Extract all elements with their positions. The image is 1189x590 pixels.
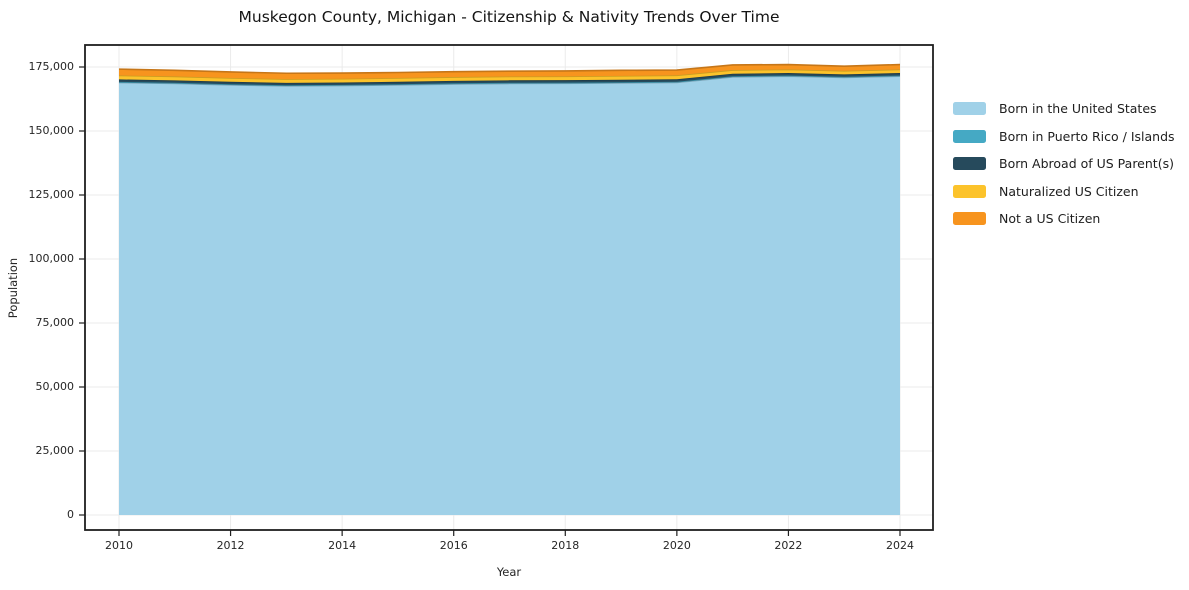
y-tick-label: 125,000 [28, 188, 75, 201]
legend-label: Not a US Citizen [999, 211, 1101, 226]
area-edge-not-citizen [118, 63, 901, 75]
x-tick-label: 2016 [439, 539, 468, 552]
legend-swatch-born-abroad [953, 157, 986, 171]
y-tick-label: 150,000 [28, 124, 75, 137]
legend-item-born-abroad: Born Abroad of US Parent(s) [953, 157, 1175, 171]
legend-swatch-not-citizen [953, 212, 986, 226]
y-tick-label: 50,000 [35, 380, 75, 393]
legend: Born in the United States Born in Puerto … [953, 102, 1175, 226]
legend-swatch-born-us [953, 102, 986, 116]
x-axis-label: Year [496, 565, 522, 579]
legend-item-not-citizen: Not a US Citizen [953, 212, 1175, 226]
tick-marks [79, 66, 901, 536]
legend-label: Born Abroad of US Parent(s) [999, 156, 1174, 171]
y-tick-label: 25,000 [35, 444, 75, 457]
x-tick-label: 2018 [551, 539, 580, 552]
y-tick-label: 175,000 [28, 60, 75, 73]
legend-label: Born in Puerto Rico / Islands [999, 128, 1175, 144]
legend-item-naturalized: Naturalized US Citizen [953, 183, 1175, 199]
y-tick-label: 75,000 [35, 316, 75, 329]
legend-swatch-naturalized [953, 184, 986, 198]
x-tick-label: 2010 [105, 539, 133, 552]
x-tick-label: 2024 [886, 539, 914, 552]
legend-item-born-us: Born in the United States [953, 102, 1175, 116]
chart-title: Muskegon County, Michigan - Citizenship … [238, 8, 780, 26]
legend-label: Naturalized US Citizen [999, 183, 1139, 199]
x-tick-label: 2014 [328, 539, 357, 552]
y-tick-label: 100,000 [28, 252, 75, 265]
y-axis-label: Population [6, 257, 20, 319]
x-tick-label: 2022 [774, 539, 803, 552]
x-tick-label: 2020 [662, 539, 691, 552]
stacked-areas [118, 63, 901, 515]
legend-label: Born in the United States [999, 101, 1157, 116]
area-born-us [119, 76, 900, 515]
y-tick-label: 0 [67, 508, 74, 521]
plot-border [84, 44, 934, 531]
x-tick-label: 2012 [216, 539, 245, 552]
legend-swatch-puerto-rico-islands [953, 129, 986, 143]
legend-item-puerto-rico-islands: Born in Puerto Rico / Islands [953, 128, 1175, 144]
